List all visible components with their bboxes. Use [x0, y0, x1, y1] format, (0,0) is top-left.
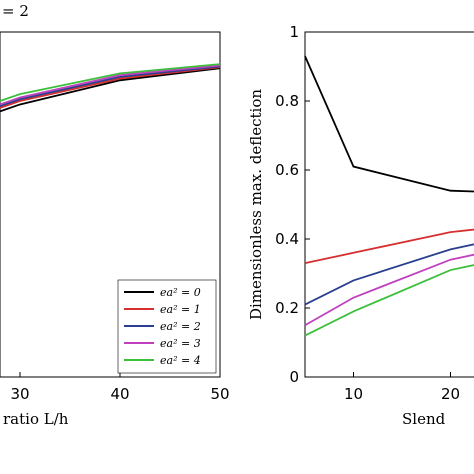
x-axis-label: ratio L/h	[3, 410, 69, 428]
x-tick-label: 40	[110, 385, 129, 403]
series-line	[304, 264, 474, 337]
y-tick-label: 0	[289, 368, 299, 386]
series-line	[304, 228, 474, 265]
x-tick-label: 10	[344, 385, 363, 403]
series-line	[304, 253, 474, 327]
legend-label: ea² = 4	[160, 354, 201, 367]
x-tick-label: 50	[210, 385, 229, 403]
series-line	[304, 55, 474, 193]
y-tick-label: 0.2	[275, 299, 299, 317]
y-tick-label: 0.6	[275, 161, 299, 179]
series-line	[304, 243, 474, 306]
y-tick-label: 1	[289, 23, 299, 41]
axes-frame	[0, 31, 221, 378]
series-line	[0, 66, 221, 109]
x-tick-label: 30	[10, 385, 29, 403]
series-line	[0, 63, 221, 102]
x-tick-label: 20	[441, 385, 460, 403]
axes-frame	[304, 31, 474, 378]
y-tick-label: 0.8	[275, 92, 299, 110]
y-tick-label: 0.4	[275, 230, 299, 248]
y-axis-label: Dimensionless max. deflection	[247, 89, 265, 320]
legend-label: ea² = 1	[160, 303, 201, 316]
legend-label: ea² = 3	[160, 337, 201, 350]
legend-label: ea² = 2	[160, 320, 201, 333]
legend-label: ea² = 0	[160, 286, 201, 299]
series-line	[0, 67, 221, 113]
chart-title: = 2	[2, 2, 29, 20]
series-line	[0, 65, 221, 108]
series-line	[0, 64, 221, 106]
x-axis-label: Slend	[402, 410, 446, 428]
